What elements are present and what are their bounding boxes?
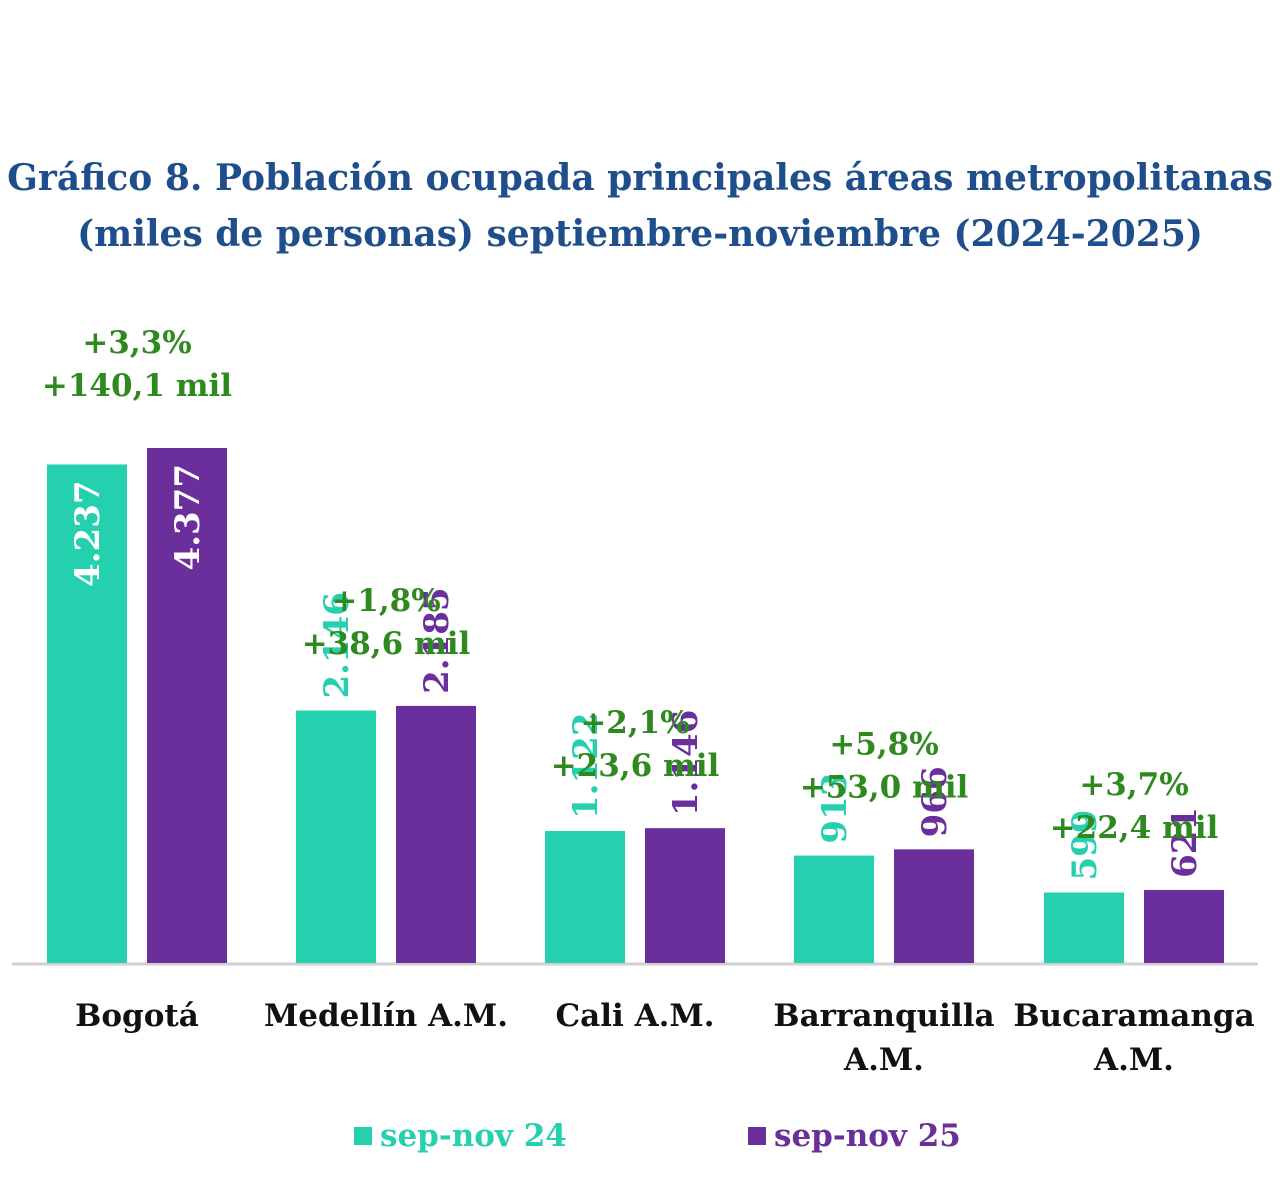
- bar: [147, 448, 227, 963]
- legend-label-series-2: sep-nov 25: [774, 1118, 961, 1154]
- data-label: 913: [815, 773, 855, 844]
- data-label: 1.146: [666, 710, 706, 816]
- annotation: +3,7%: [1079, 767, 1188, 803]
- tick-label: Bogotá: [75, 998, 199, 1034]
- legend-swatch-series-1: [354, 1127, 372, 1145]
- bar: [47, 464, 127, 963]
- legend-swatch-series-2: [748, 1127, 766, 1145]
- data-label: 4.237: [68, 480, 108, 586]
- bar: [545, 830, 625, 963]
- annotation: +5,8%: [829, 726, 938, 762]
- annotation: +140,1 mil: [42, 368, 232, 404]
- bar: [1144, 889, 1224, 963]
- annotation: +38,6 mil: [302, 626, 471, 662]
- data-label: 1.122: [566, 713, 606, 819]
- bar: [1044, 892, 1124, 963]
- tick-label: Barranquilla: [773, 998, 994, 1034]
- bar: [296, 710, 376, 963]
- tick-label: A.M.: [843, 1042, 924, 1078]
- bar: [645, 828, 725, 963]
- data-label: 599: [1065, 810, 1105, 881]
- data-label: 621: [1165, 807, 1205, 878]
- chart-title-line-2: (miles de personas) septiembre-noviembre…: [77, 213, 1203, 255]
- annotation: +2,1%: [580, 705, 689, 741]
- tick-label: A.M.: [1093, 1042, 1174, 1078]
- bar: [396, 705, 476, 963]
- tick-label: Cali A.M.: [555, 998, 714, 1034]
- annotation: +3,3%: [82, 325, 191, 361]
- data-label: 4.377: [168, 464, 208, 570]
- annotation: +1,8%: [331, 583, 440, 619]
- data-label: 2.146: [317, 592, 357, 698]
- chart-title-line-1: Gráfico 8. Población ocupada principales…: [7, 157, 1273, 199]
- legend-label-series-1: sep-nov 24: [380, 1118, 567, 1154]
- data-label: 2.185: [417, 587, 457, 693]
- annotation: +23,6 mil: [551, 748, 720, 784]
- chart-title: Gráfico 8. Población ocupada principales…: [0, 150, 1280, 262]
- annotation: +53,0 mil: [800, 769, 969, 805]
- legend-item-series-2: sep-nov 25: [748, 1116, 961, 1156]
- bar: [894, 849, 974, 963]
- data-label: 966: [915, 766, 955, 837]
- tick-label: Bucaramanga: [1013, 998, 1254, 1034]
- legend-item-series-1: sep-nov 24: [354, 1116, 567, 1156]
- annotation: +22,4 mil: [1050, 810, 1219, 846]
- tick-label: Medellín A.M.: [264, 998, 508, 1034]
- bar: [794, 855, 874, 963]
